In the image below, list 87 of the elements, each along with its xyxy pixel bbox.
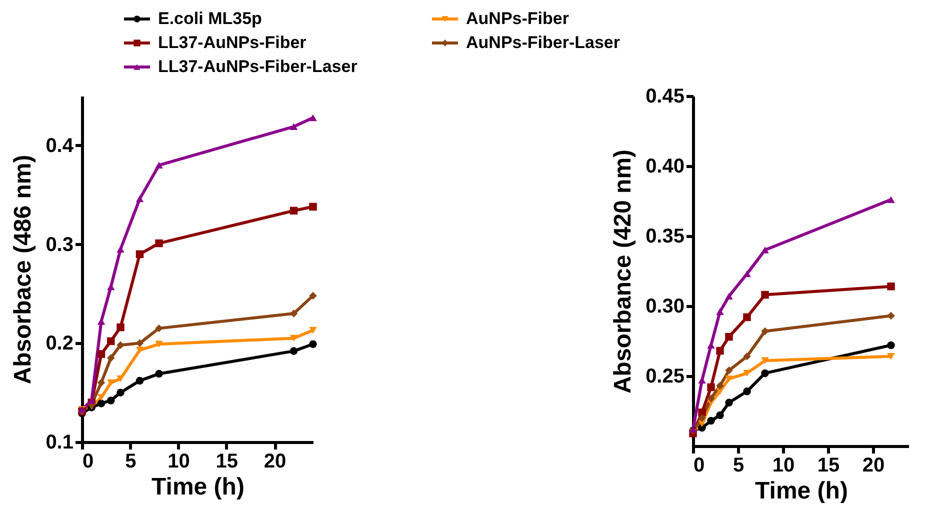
point (309, 326, 317, 334)
point (725, 398, 733, 406)
y-tick-label: 0.40 (646, 156, 684, 178)
x-tick-label: 0 (82, 450, 94, 472)
point (116, 341, 124, 349)
legend-label: LL37-AuNPs-Fiber (158, 33, 307, 52)
point (136, 346, 144, 354)
legend-label: AuNPs-Fiber (466, 9, 570, 28)
point (309, 292, 317, 300)
point (707, 383, 715, 392)
point (309, 340, 317, 348)
point (136, 195, 144, 202)
point (107, 354, 115, 362)
x-tick-label: 20 (862, 454, 885, 476)
point (136, 250, 144, 258)
point (290, 334, 298, 342)
legend-label: LL37-AuNPs-Fiber-Laser (158, 57, 358, 76)
x-tick-label: 15 (817, 454, 840, 476)
point (716, 308, 724, 315)
y-tick-label: 0.30 (646, 296, 684, 318)
point (743, 313, 751, 322)
point (309, 114, 317, 122)
point (155, 239, 163, 248)
point (290, 123, 298, 130)
x-tick-label: 20 (264, 450, 286, 472)
point (761, 357, 769, 364)
point (155, 370, 163, 378)
point (743, 352, 751, 360)
point (116, 323, 124, 332)
point (761, 290, 769, 299)
point (97, 350, 106, 358)
point (725, 332, 733, 341)
y-tick-label: 0.3 (46, 234, 74, 256)
x-tick-label: 5 (125, 450, 136, 472)
point (290, 347, 298, 355)
y-tick-label: 0.2 (46, 332, 74, 355)
x-axis-title: Time (h) (152, 474, 244, 500)
point (761, 327, 769, 336)
x-tick-label: 0 (694, 454, 705, 476)
point (97, 318, 106, 325)
y-axis-title: Absorbace (486 nm) (10, 154, 37, 384)
legend-label: E.coli ML35p (158, 9, 262, 28)
point (725, 375, 733, 382)
point (743, 270, 751, 278)
point (716, 346, 724, 355)
y-tick-label: 0.1 (46, 432, 74, 454)
point (761, 369, 769, 378)
point (707, 394, 715, 402)
point (887, 196, 895, 203)
point (887, 282, 895, 290)
point (97, 394, 106, 401)
point (761, 246, 769, 254)
point (116, 388, 124, 396)
y-tick-label: 0.4 (46, 134, 74, 157)
point (725, 366, 733, 374)
point (309, 202, 317, 211)
point (743, 388, 751, 396)
point (887, 312, 895, 320)
x-tick-label: 5 (732, 454, 744, 476)
point (97, 378, 106, 387)
y-tick-label: 0.45 (646, 86, 684, 108)
point (107, 337, 115, 346)
point (116, 375, 124, 382)
point (698, 408, 706, 416)
point (887, 353, 895, 360)
point (707, 416, 715, 425)
y-tick-label: 0.35 (646, 226, 684, 248)
x-tick-label: 15 (216, 450, 238, 472)
x-tick-label: 10 (772, 454, 795, 476)
point (155, 324, 163, 332)
y-tick-label: 0.25 (646, 366, 684, 388)
point (97, 400, 106, 408)
point (725, 292, 733, 300)
point (716, 411, 724, 420)
x-tick-label: 10 (168, 450, 190, 472)
point (155, 340, 163, 348)
point (887, 341, 895, 350)
point (155, 162, 163, 169)
point (107, 396, 115, 404)
point (107, 379, 115, 386)
y-axis-title: Absorbance (420 nm) (610, 149, 637, 394)
point (136, 376, 144, 385)
legend-label: AuNPs-Fiber-Laser (466, 33, 620, 52)
point (290, 206, 298, 215)
point (116, 246, 124, 253)
point (698, 414, 706, 422)
point (716, 382, 724, 390)
